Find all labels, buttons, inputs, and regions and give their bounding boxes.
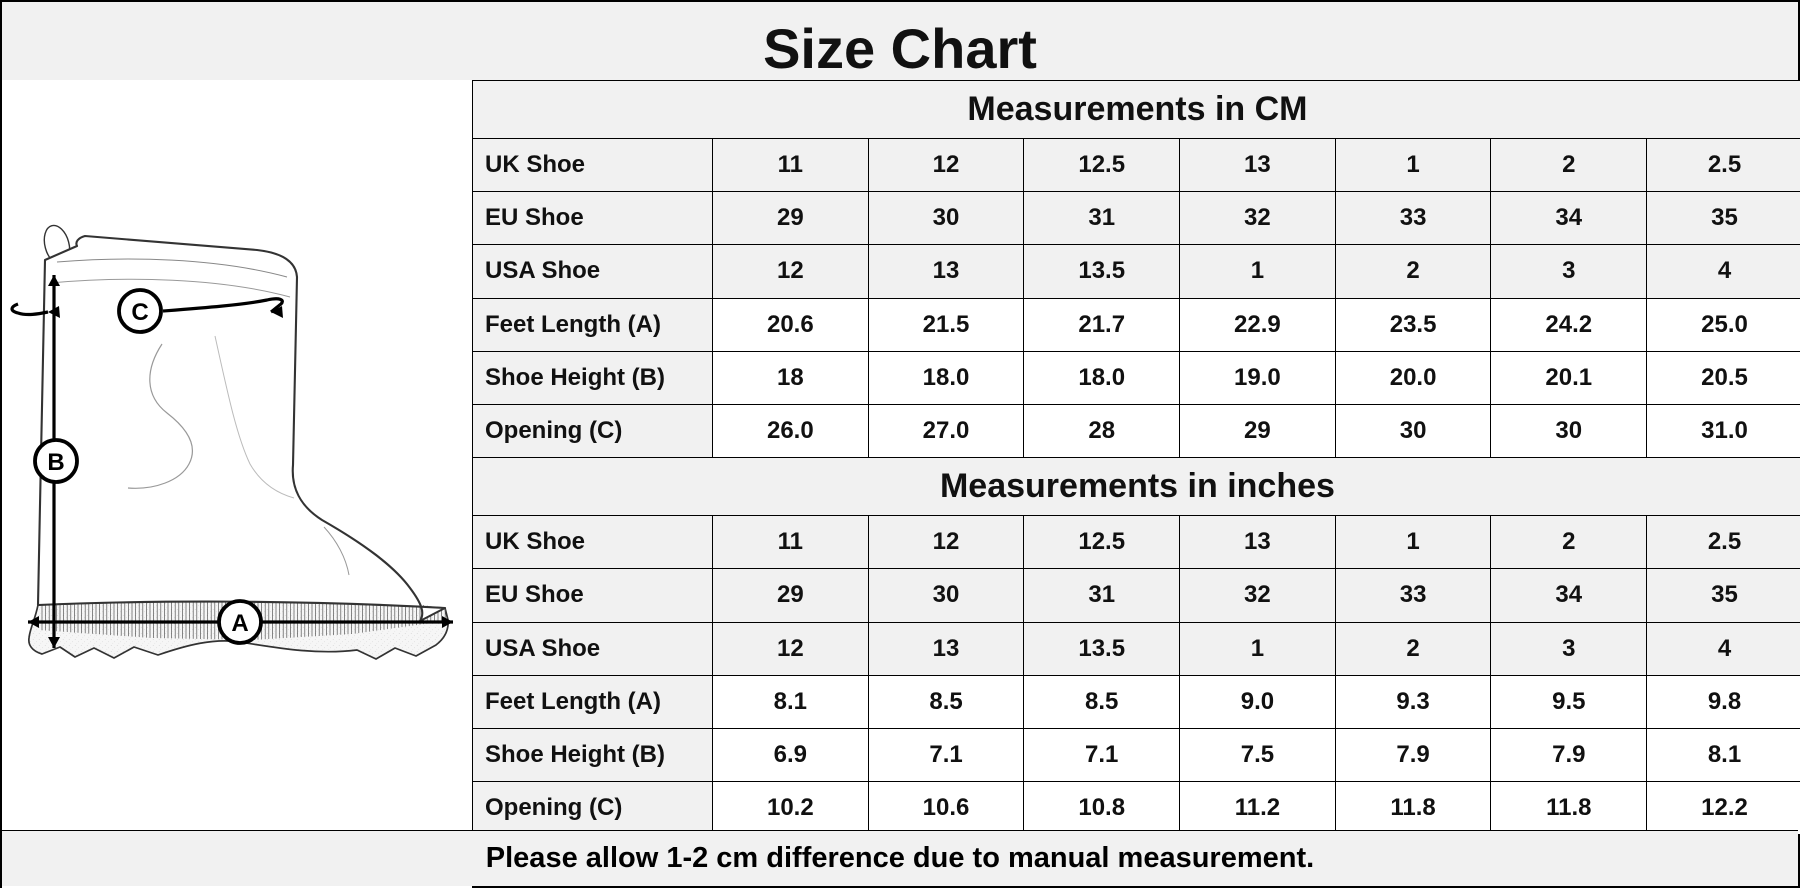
svg-text:B: B	[47, 449, 64, 476]
svg-text:C: C	[131, 299, 148, 326]
svg-text:A: A	[231, 610, 248, 637]
